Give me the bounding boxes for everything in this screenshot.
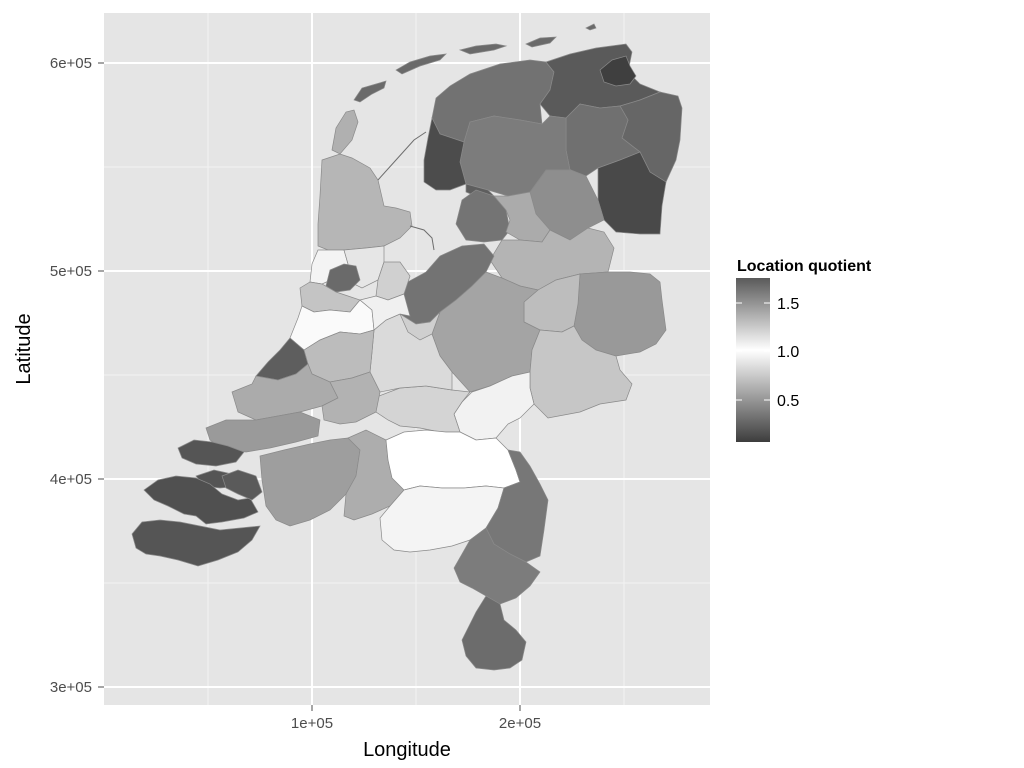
map-regions xyxy=(131,23,683,671)
region-friesland-west xyxy=(423,116,467,191)
region-amstelland xyxy=(359,293,411,331)
region-zeeuws-vlaanderen xyxy=(131,519,261,567)
legend-ticks xyxy=(736,302,770,401)
legend-title: Location quotient xyxy=(737,258,872,275)
x-axis-title: Longitude xyxy=(363,739,451,761)
x-tick-label: 2e+05 xyxy=(499,715,541,732)
region-midden-limburg xyxy=(453,527,541,605)
y-tick-label: 4e+05 xyxy=(50,471,92,488)
y-tick-label: 5e+05 xyxy=(50,263,92,280)
y-tick-label: 6e+05 xyxy=(50,55,92,72)
legend: Location quotient 1.5 1.0 0.5 xyxy=(736,258,872,442)
region-noord-holland-north xyxy=(317,153,413,251)
region-tholen xyxy=(221,469,263,501)
region-den-helder xyxy=(331,109,359,155)
legend-label: 1.0 xyxy=(777,344,799,361)
y-tick-label: 3e+05 xyxy=(50,679,92,696)
region-twente xyxy=(573,271,667,357)
x-axis xyxy=(311,705,521,711)
region-zuid-limburg xyxy=(461,595,527,671)
x-tick-label: 1e+05 xyxy=(291,715,333,732)
region-utrecht-east xyxy=(399,311,441,341)
region-vlieland xyxy=(395,53,447,75)
legend-label: 0.5 xyxy=(777,393,799,410)
region-ameland xyxy=(525,36,557,48)
region-drechtsteden xyxy=(321,371,381,425)
region-terschelling xyxy=(458,43,508,55)
region-texel xyxy=(353,80,387,103)
water-lines xyxy=(377,131,435,251)
legend-label: 1.5 xyxy=(777,296,799,313)
region-noordoostpolder xyxy=(455,189,511,243)
region-schouwen xyxy=(177,439,245,467)
legend-colorbar xyxy=(736,278,770,442)
region-walcheren xyxy=(143,475,259,525)
region-groningen-east xyxy=(599,55,637,87)
region-schiermonnikoog xyxy=(585,23,597,31)
y-axis-title: Latitude xyxy=(13,313,35,384)
y-axis xyxy=(98,62,104,688)
